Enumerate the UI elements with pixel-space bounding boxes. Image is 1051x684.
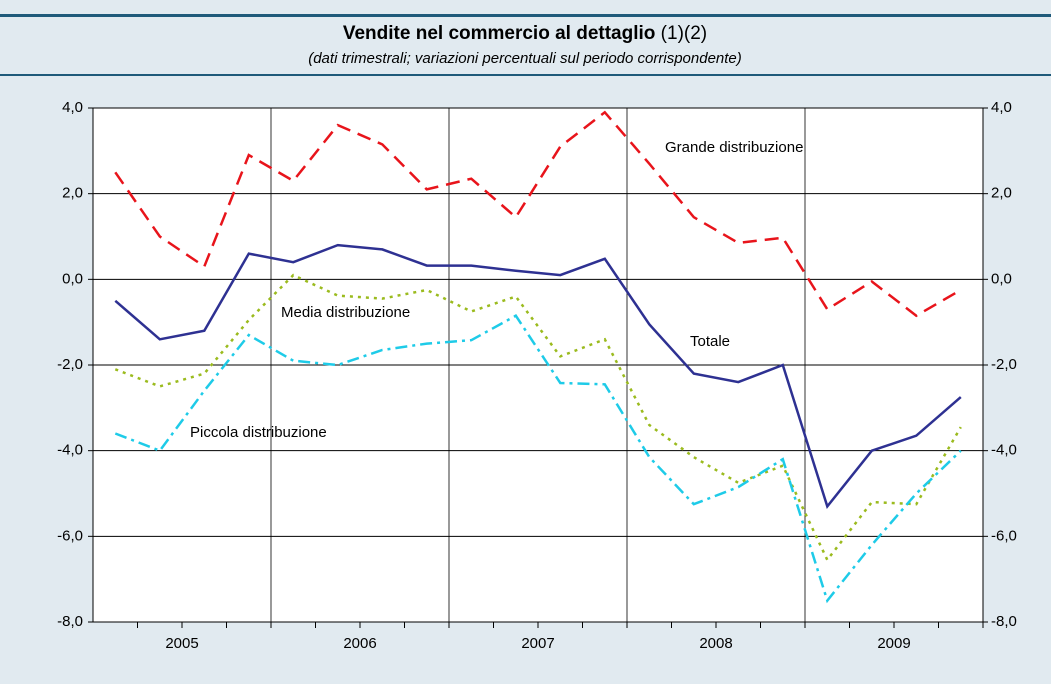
- y2-tick-label: -6,0: [991, 527, 1017, 544]
- x-tick-label: 2007: [521, 635, 554, 652]
- series-label: Totale: [690, 333, 730, 350]
- y-tick-label: -8,0: [57, 613, 83, 630]
- title-main: Vendite nel commercio al dettaglio: [343, 23, 656, 44]
- title-rule: [0, 74, 1051, 76]
- y2-tick-label: 0,0: [991, 270, 1012, 287]
- series-label: Media distribuzione: [281, 304, 410, 321]
- y2-tick-label: -2,0: [991, 356, 1017, 373]
- series-line: [114, 273, 962, 563]
- chart-title: Vendite nel commercio al dettaglio (1)(2…: [343, 23, 707, 44]
- x-tick-label: 2009: [877, 635, 910, 652]
- y-tick-label: 0,0: [62, 270, 83, 287]
- y2-tick-label: 2,0: [991, 185, 1012, 202]
- x-tick-label: 2006: [343, 635, 376, 652]
- chart-subtitle: (dati trimestrali; variazioni percentual…: [308, 50, 742, 67]
- top-rule: [0, 14, 1051, 17]
- y2-tick-label: -4,0: [991, 442, 1017, 459]
- series-label: Piccola distribuzione: [190, 424, 327, 441]
- series-label: Grande distribuzione: [665, 139, 803, 156]
- y-tick-label: -4,0: [57, 442, 83, 459]
- y-tick-label: 4,0: [62, 99, 83, 116]
- y-tick-label: -2,0: [57, 356, 83, 373]
- series-line: [114, 314, 962, 604]
- x-tick-label: 2008: [699, 635, 732, 652]
- y-tick-label: 2,0: [62, 185, 83, 202]
- y2-tick-label: 4,0: [991, 99, 1012, 116]
- y-tick-label: -6,0: [57, 527, 83, 544]
- y2-tick-label: -8,0: [991, 613, 1017, 630]
- title-notes: (1)(2): [661, 23, 707, 44]
- x-tick-label: 2005: [165, 635, 198, 652]
- series-line: [114, 243, 962, 510]
- series-line: [114, 110, 962, 318]
